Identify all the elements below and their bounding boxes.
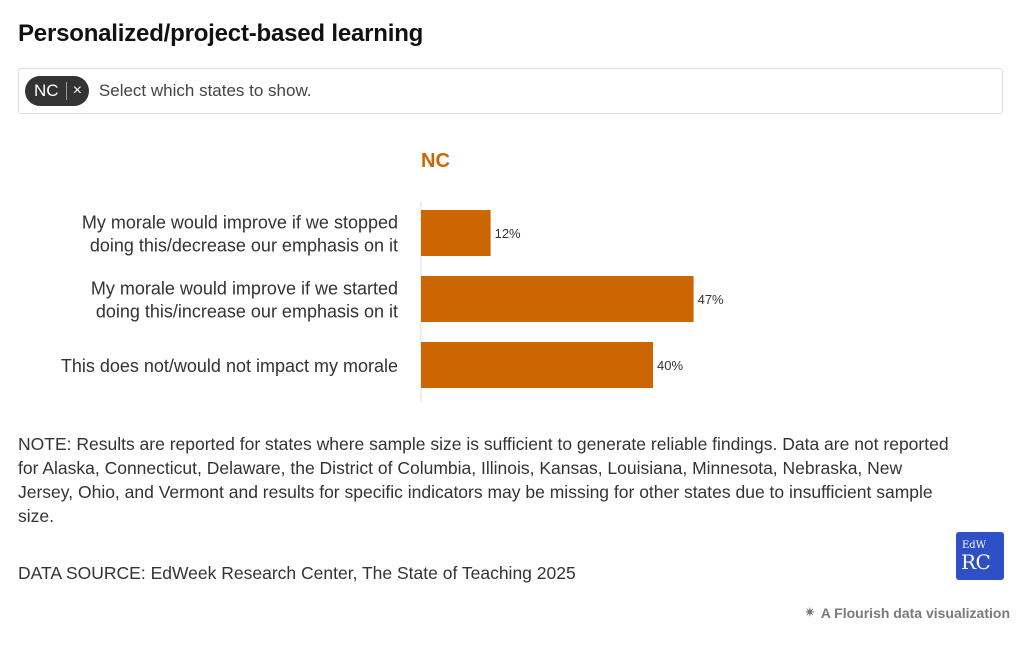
data-label: 40% <box>657 358 683 373</box>
state-selector[interactable]: NC × Select which states to show. <box>18 68 1003 114</box>
chip-divider <box>65 82 67 100</box>
category-label: My morale would improve if we stopped <box>82 213 398 233</box>
bar[interactable] <box>421 342 653 388</box>
logo-text-top: EdW <box>962 540 986 551</box>
bars-layer: 12% My morale would improve if we stopped… <box>61 210 724 388</box>
category-label: This does not/would not impact my morale <box>61 356 398 376</box>
flourish-credit[interactable]: ✷ A Flourish data visualization <box>804 604 1010 621</box>
chart-title: Personalized/project-based learning <box>18 20 424 47</box>
data-label: 12% <box>495 226 521 241</box>
flourish-icon: ✷ <box>803 604 816 620</box>
selector-placeholder[interactable]: Select which states to show. <box>98 81 312 100</box>
logo-text-bottom: RC <box>961 550 991 574</box>
state-chip-nc[interactable]: NC × <box>25 76 89 106</box>
panel-title: NC <box>421 150 450 172</box>
bar[interactable] <box>421 276 694 322</box>
category-label: doing this/increase our emphasis on it <box>96 302 398 322</box>
data-label: 47% <box>698 292 724 307</box>
close-icon[interactable]: × <box>72 82 82 99</box>
state-chip-label: NC <box>34 81 59 100</box>
flourish-label: A Flourish data visualization <box>820 604 1010 621</box>
bar[interactable] <box>421 210 491 256</box>
category-label: My morale would improve if we started <box>91 279 398 299</box>
data-source: DATA SOURCE: EdWeek Research Center, The… <box>18 563 576 583</box>
category-label: doing this/decrease our emphasis on it <box>90 236 398 256</box>
edweek-rc-logo[interactable]: EdW RC <box>956 532 1004 580</box>
note-text: NOTE: Results are reported for states wh… <box>18 434 949 526</box>
bar-chart: NC 12% My morale would improve if we stop… <box>61 150 724 402</box>
